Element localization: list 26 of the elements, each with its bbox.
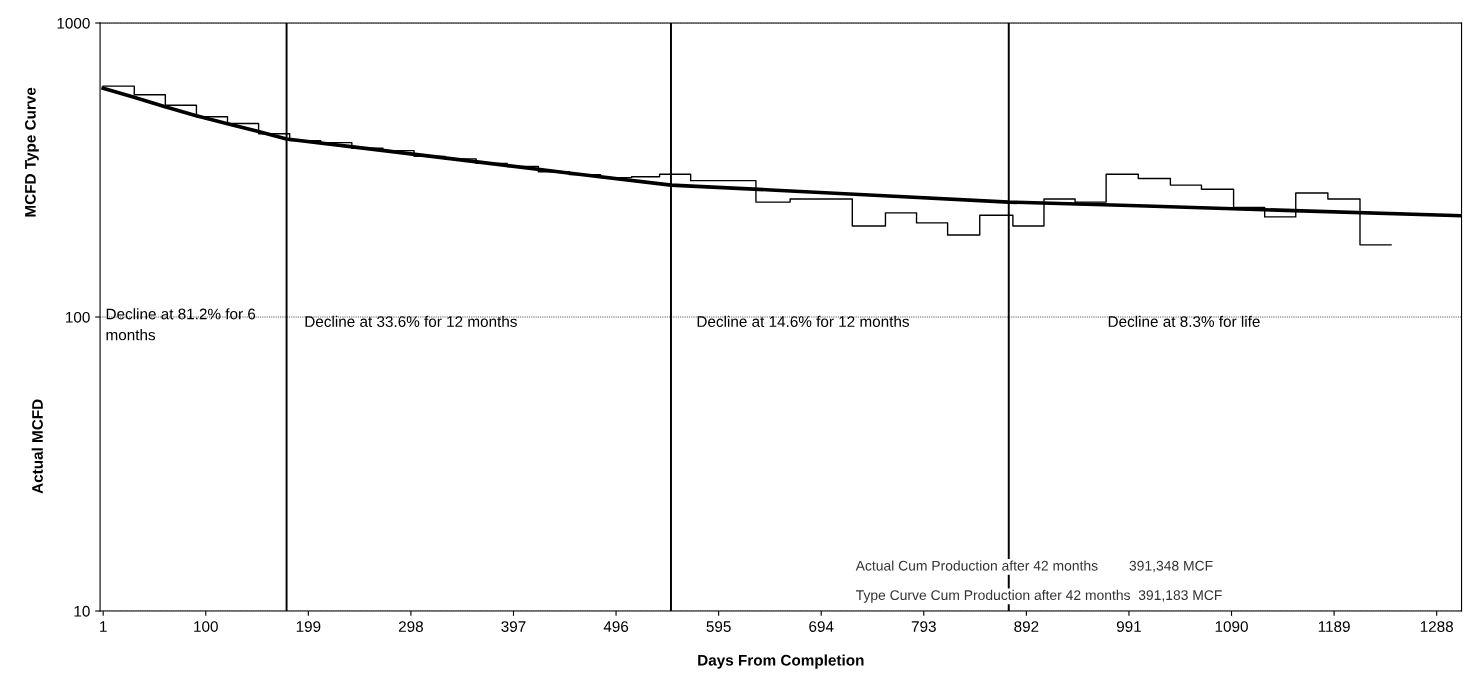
annotation: Decline at 81.2% for 6 months <box>106 308 256 341</box>
x-tick-label: 1288 <box>1420 621 1453 632</box>
x-tick-label: 595 <box>706 621 731 632</box>
x-axis-title: Days From Completion <box>698 654 864 669</box>
annotation: Decline at 33.6% for 12 months <box>305 315 517 327</box>
x-tick-label: 100 <box>194 621 218 632</box>
x-tick-label: 1189 <box>1318 621 1350 632</box>
y-tick-label: 100 <box>66 311 90 323</box>
y-axis-title: MCFD Type Curve <box>24 87 39 217</box>
x-tick-label: 1090 <box>1215 621 1248 632</box>
x-tick-label: 397 <box>501 621 526 632</box>
x-tick-label: 991 <box>1116 621 1141 632</box>
annotation: Type Curve Cum Production after 42 months 391,183 MCF <box>856 589 1222 603</box>
x-tick-label: 298 <box>398 621 423 632</box>
annotation: Decline at 14.6% for 12 months <box>697 315 909 327</box>
x-tick-label: 496 <box>603 621 629 632</box>
annotation: Decline at 8.3% for life <box>1108 315 1260 327</box>
y-tick-label: 1000 <box>57 17 90 29</box>
x-tick-label: 793 <box>911 621 936 632</box>
x-tick-label: 199 <box>296 621 321 632</box>
annotation: Actual Cum Production after 42 months 391,348 MCF <box>855 560 1213 573</box>
x-tick-label: 892 <box>1014 621 1039 632</box>
y-tick-label: 10 <box>74 605 90 617</box>
text: Actual MCFD <box>31 399 43 494</box>
x-tick-label: 1 <box>100 621 107 632</box>
x-tick-label: 694 <box>809 621 834 632</box>
